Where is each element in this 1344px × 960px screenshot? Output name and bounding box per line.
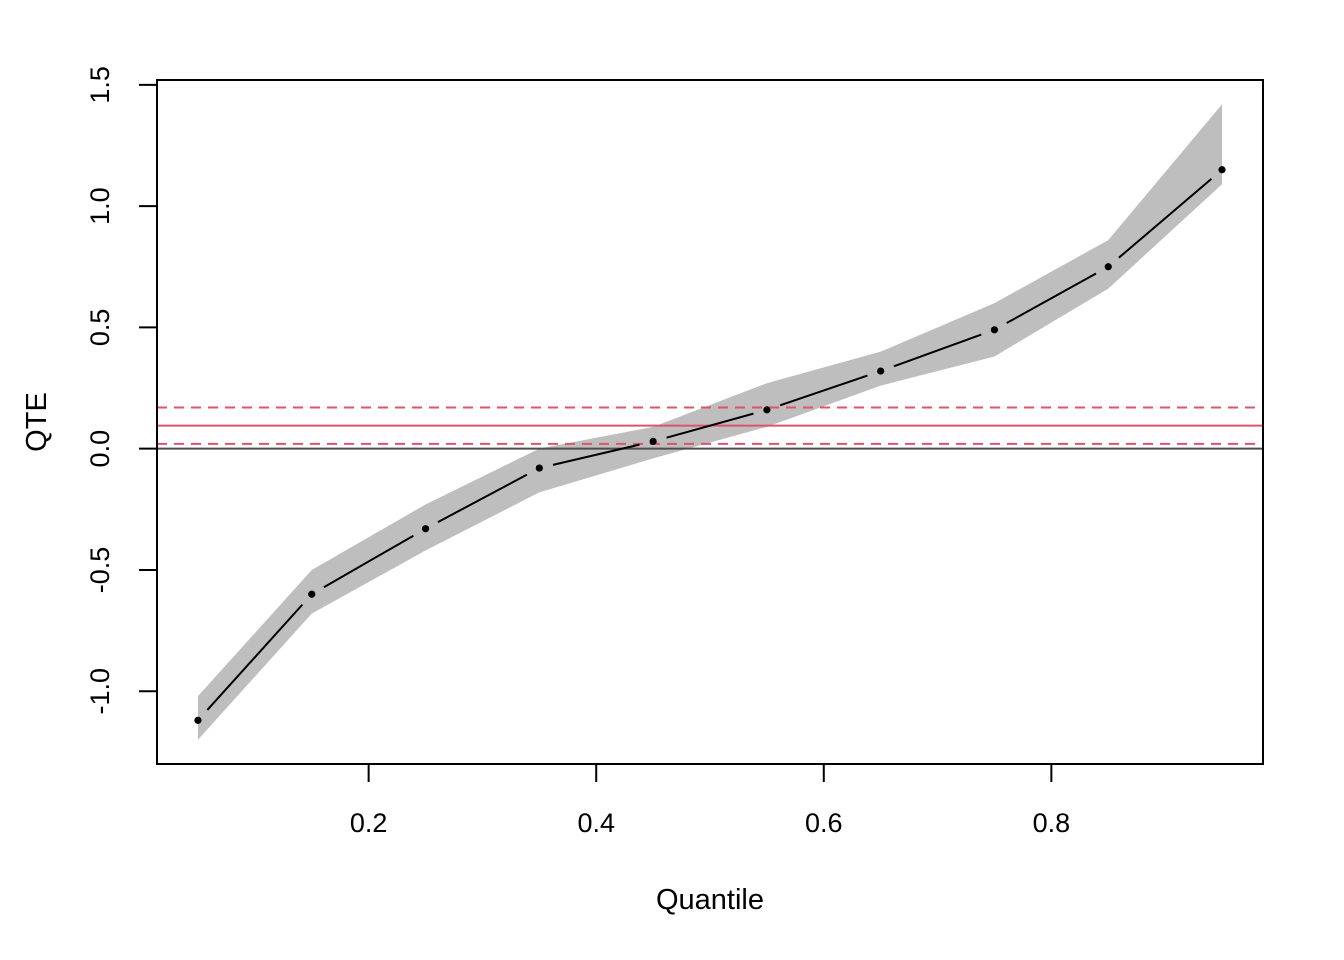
series-line-segment — [666, 412, 754, 439]
y-tick-label: 1.5 — [85, 66, 115, 104]
data-point — [877, 367, 885, 375]
series-line-segment — [779, 374, 868, 407]
data-point — [990, 326, 999, 334]
y-axis-title: QTE — [21, 392, 53, 452]
data-point — [535, 464, 543, 472]
y-axis: -1.0 -0.5 0.0 0.5 1.0 1.5 — [85, 66, 158, 715]
x-tick-label: 0.2 — [350, 808, 388, 838]
data-point — [1104, 263, 1112, 271]
data-point — [763, 406, 771, 414]
series-layer — [206, 178, 1213, 711]
data-point — [1218, 166, 1226, 174]
data-point — [194, 716, 202, 724]
series-line-segment — [323, 534, 414, 589]
series-line-segment — [1118, 178, 1213, 259]
x-axis-title: Quantile — [656, 884, 764, 916]
x-tick-label: 0.4 — [577, 808, 615, 838]
points-layer — [194, 166, 1226, 724]
y-tick-label: 1.0 — [85, 187, 115, 225]
series-line-segment — [206, 603, 304, 711]
y-tick-label: 0.5 — [85, 309, 115, 347]
confidence-band-layer — [197, 104, 1223, 740]
series-line-segment — [1006, 272, 1097, 324]
x-tick-label: 0.6 — [805, 808, 843, 838]
y-tick-label: -1.0 — [85, 668, 115, 715]
reference-lines-layer — [157, 406, 1263, 450]
x-tick-label: 0.8 — [1033, 808, 1071, 838]
series-line-segment — [437, 473, 528, 524]
data-point — [649, 437, 657, 446]
y-tick-label: 0.0 — [85, 430, 115, 468]
series-line-segment — [893, 333, 982, 368]
y-tick-label: -0.5 — [85, 547, 115, 594]
x-axis: 0.2 0.4 0.6 0.8 — [350, 763, 1071, 838]
confidence-band — [197, 104, 1223, 740]
series-line-segment — [552, 443, 640, 466]
data-point — [421, 525, 430, 533]
data-point — [308, 590, 316, 598]
